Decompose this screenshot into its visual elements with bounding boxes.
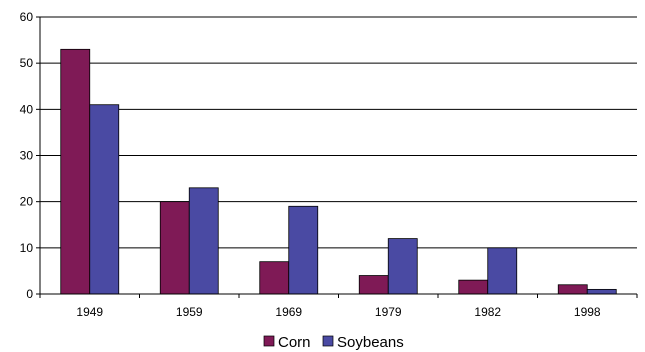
- y-tick-label: 0: [26, 287, 33, 301]
- bar-corn-1959: [159, 201, 190, 295]
- x-tick-label: 1979: [375, 305, 402, 319]
- x-tick-label: 1998: [574, 305, 601, 319]
- bar-corn-1982: [458, 279, 489, 295]
- legend-label-soybeans: Soybeans: [337, 334, 404, 351]
- bar-corn-1998: [557, 284, 588, 295]
- legend-swatch-soybeans: [322, 335, 334, 347]
- x-tick-labels: 1949 1959 1969 1979 1982 1998: [39, 294, 638, 319]
- bar-soybeans-1959: [188, 187, 219, 295]
- y-tick-label: 10: [20, 241, 34, 255]
- bar-corn-1969: [259, 261, 290, 295]
- bar-soybeans-1949: [89, 104, 120, 295]
- y-tick-labels: 0 10 20 30 40 50 60: [20, 10, 40, 301]
- legend-label-corn: Corn: [278, 334, 311, 351]
- x-tick-label: 1959: [176, 305, 203, 319]
- y-tick-label: 60: [20, 10, 34, 24]
- bar-corn-1949: [60, 48, 91, 295]
- legend-swatch-corn: [263, 335, 275, 347]
- bars: [60, 48, 617, 295]
- bar-soybeans-1998: [586, 288, 617, 295]
- bar-corn-1979: [358, 275, 389, 295]
- y-tick-label: 40: [20, 102, 34, 116]
- x-tick-label: 1949: [76, 305, 103, 319]
- y-tick-label: 30: [20, 149, 34, 163]
- x-tick-label: 1969: [275, 305, 302, 319]
- gridlines: [40, 16, 637, 249]
- x-tick-label: 1982: [474, 305, 501, 319]
- y-tick-label: 50: [20, 56, 34, 70]
- bar-soybeans-1969: [288, 205, 319, 295]
- bar-soybeans-1979: [387, 238, 418, 295]
- bar-soybeans-1982: [487, 247, 518, 295]
- y-tick-label: 20: [20, 195, 34, 209]
- legend: Corn Soybeans: [263, 334, 404, 351]
